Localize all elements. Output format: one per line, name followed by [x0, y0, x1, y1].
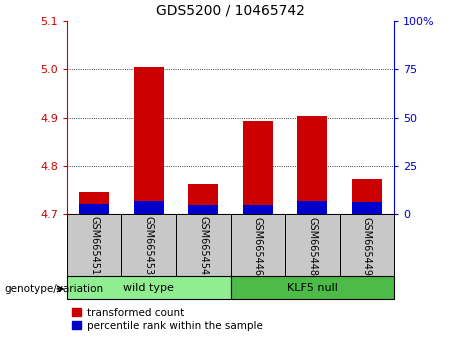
- Bar: [67, 276, 230, 299]
- Bar: [285, 214, 340, 278]
- Text: GSM665453: GSM665453: [144, 216, 154, 276]
- Bar: [188, 184, 218, 214]
- Bar: [352, 179, 382, 214]
- Bar: [176, 214, 230, 278]
- Bar: [230, 214, 285, 278]
- Bar: [230, 276, 394, 299]
- Bar: [121, 214, 176, 278]
- Text: GSM665454: GSM665454: [198, 216, 208, 276]
- Text: genotype/variation: genotype/variation: [5, 284, 104, 294]
- Bar: [243, 205, 273, 214]
- Text: GSM665448: GSM665448: [307, 217, 317, 275]
- Legend: transformed count, percentile rank within the sample: transformed count, percentile rank withi…: [72, 308, 262, 331]
- Bar: [340, 214, 394, 278]
- Bar: [67, 214, 121, 278]
- Bar: [134, 201, 164, 214]
- Bar: [352, 202, 382, 214]
- Bar: [79, 204, 109, 214]
- Title: GDS5200 / 10465742: GDS5200 / 10465742: [156, 3, 305, 17]
- Bar: [134, 67, 164, 214]
- Bar: [297, 201, 327, 214]
- Text: GSM665451: GSM665451: [89, 216, 99, 276]
- Text: wild type: wild type: [123, 282, 174, 293]
- Bar: [297, 116, 327, 214]
- Text: GSM665449: GSM665449: [362, 217, 372, 275]
- Text: KLF5 null: KLF5 null: [287, 282, 338, 293]
- Bar: [188, 205, 218, 214]
- Bar: [243, 121, 273, 214]
- Text: GSM665446: GSM665446: [253, 217, 263, 275]
- Bar: [79, 193, 109, 214]
